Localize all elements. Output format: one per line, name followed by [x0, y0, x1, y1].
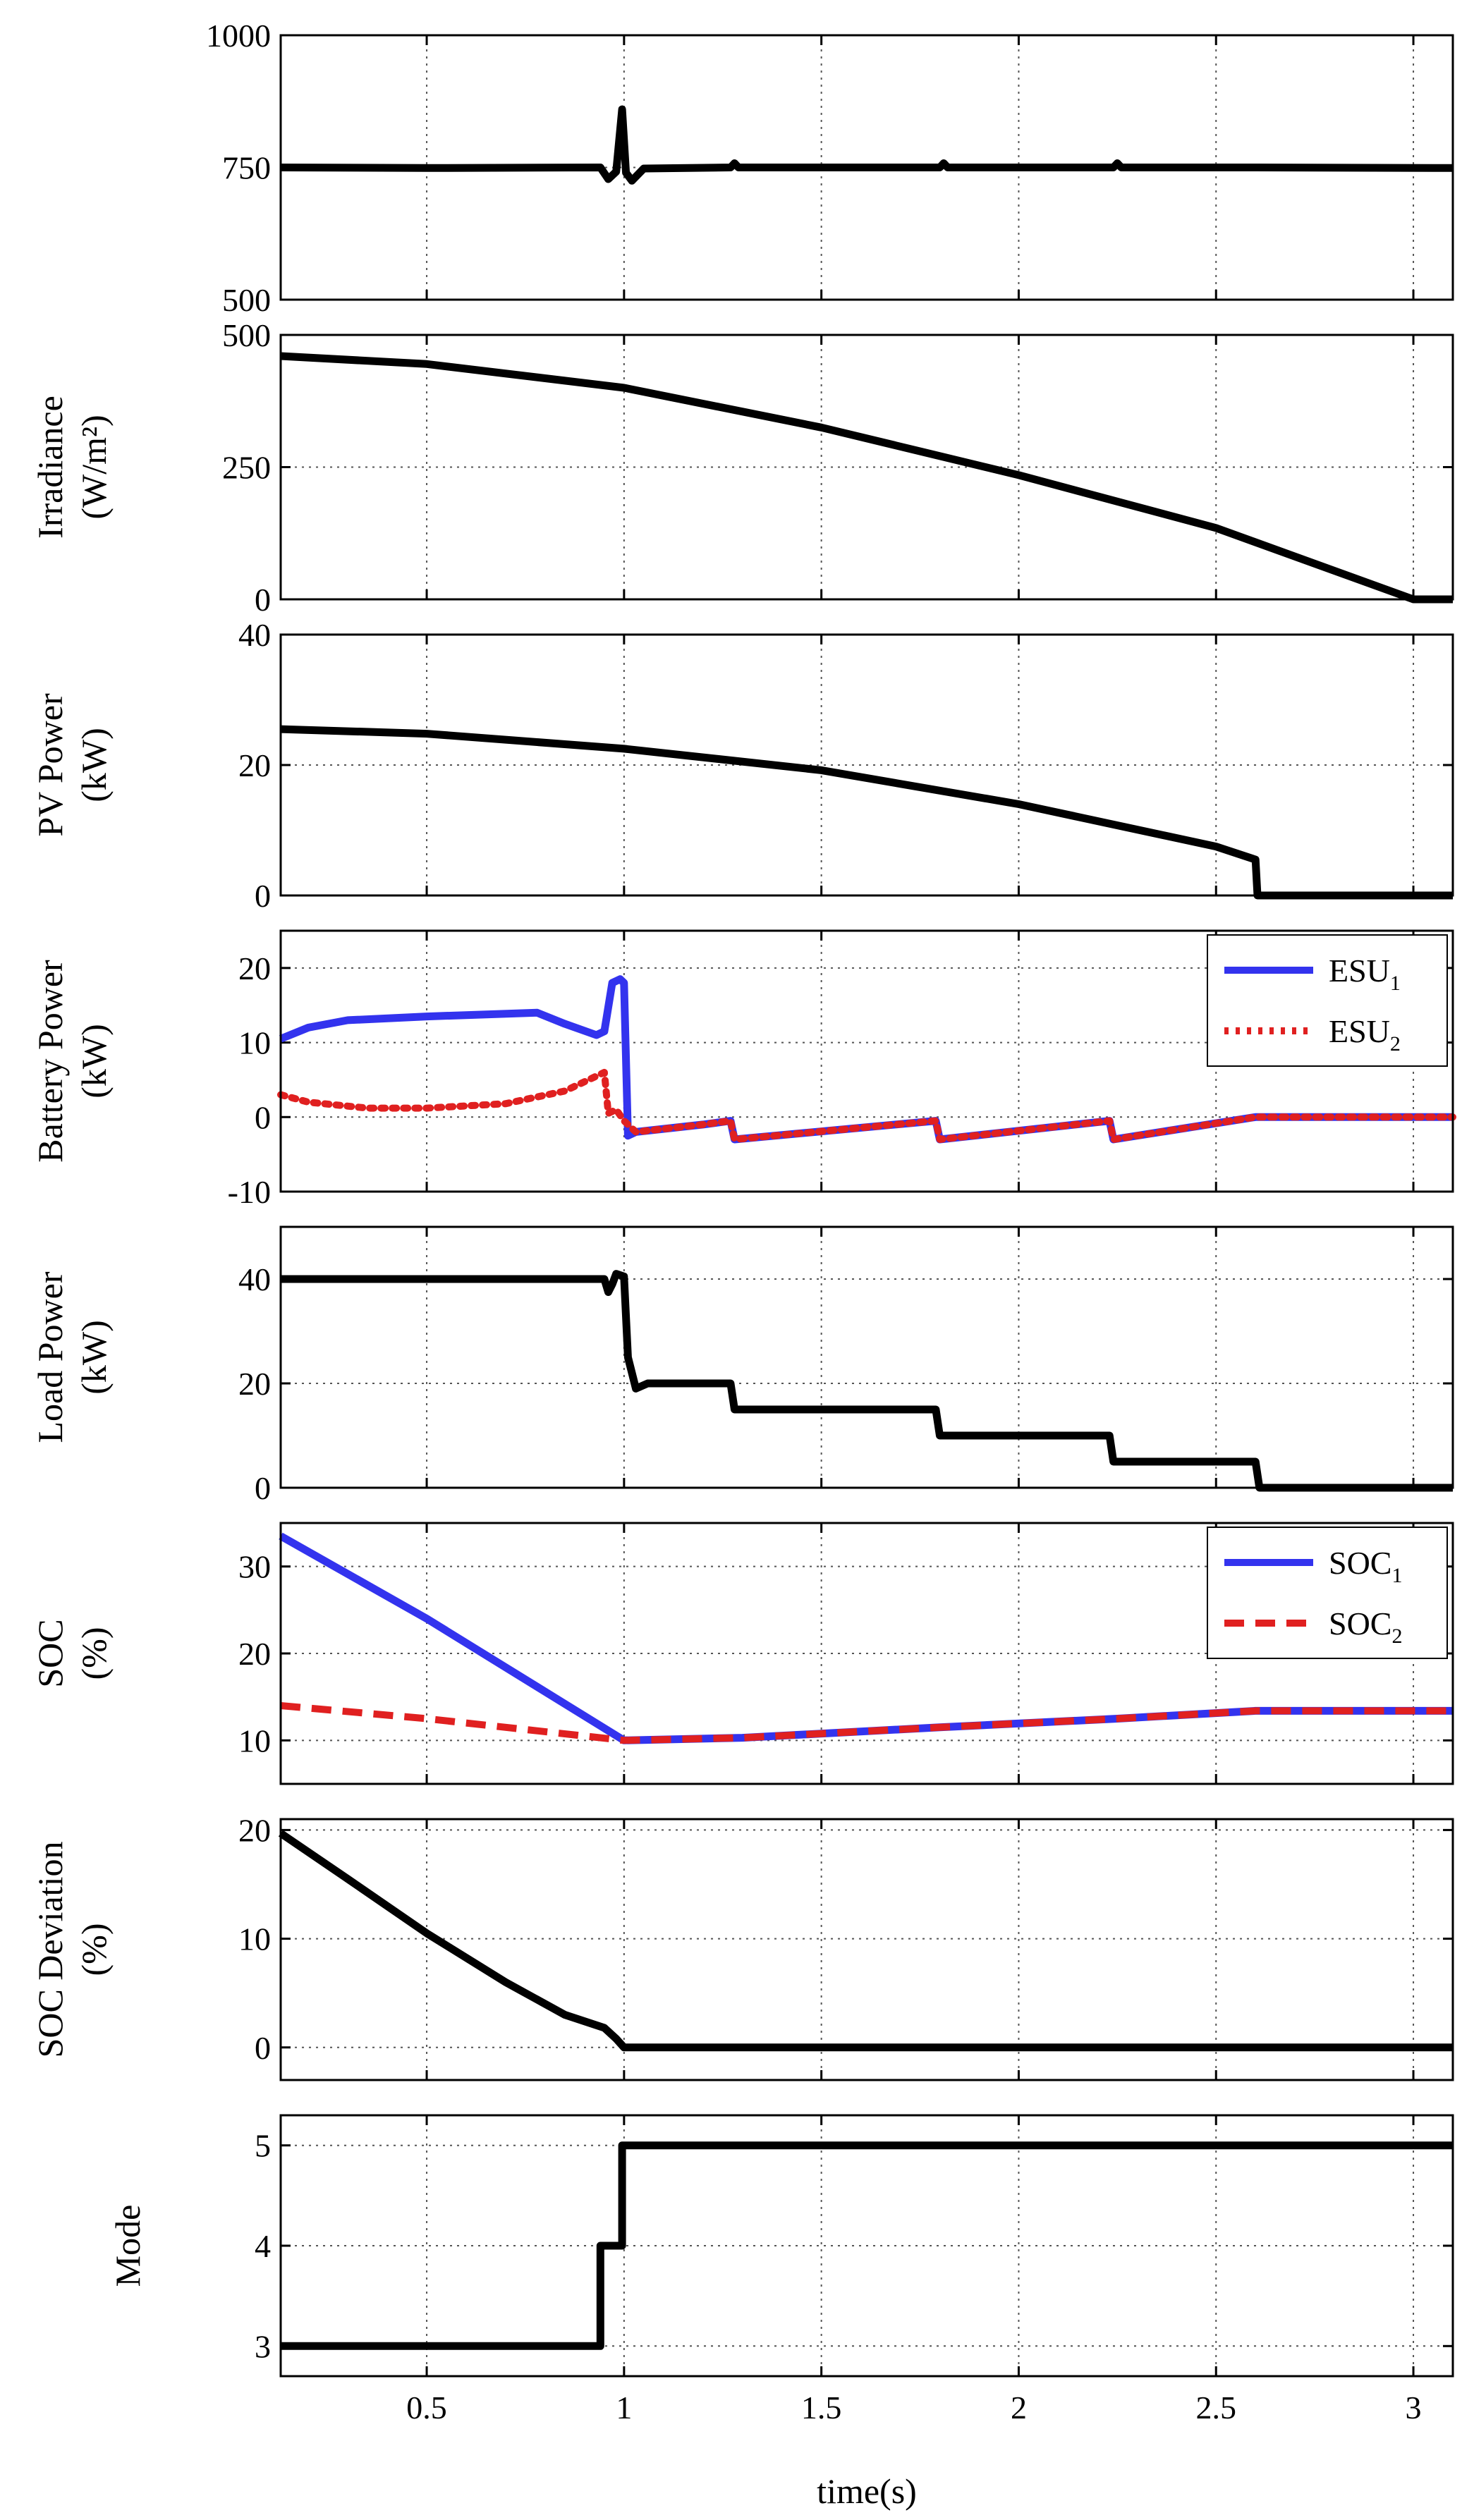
y-axis-label: (%) [74, 1923, 114, 1976]
plot-frame [279, 633, 1454, 897]
plot-frame [279, 1818, 1454, 2081]
legend-subscript: 2 [1390, 1032, 1401, 1056]
legend-subscript: 2 [1391, 1625, 1402, 1648]
y-axis-label: SOC [30, 1619, 70, 1687]
y-axis-label: (kW) [74, 728, 114, 802]
panel-p2: 0 250 500 Irradiance (W/m²) [30, 317, 1454, 618]
legend-label: ESU1 [1329, 953, 1401, 995]
series-line-main [278, 1830, 1453, 2052]
y-tick-label: 10 [238, 1921, 271, 1957]
series-line-main [280, 105, 1454, 185]
plot-frame [279, 1225, 1454, 1489]
x-tick-label: 0.5 [406, 2390, 447, 2426]
y-tick-label: 20 [238, 1812, 271, 1848]
legend-label: SOC2 [1329, 1605, 1402, 1648]
panel-p4: -10 0 10 20 Battery Power (kW) ESU1 ESU2 [30, 929, 1456, 1210]
series-line-main [281, 1270, 1453, 1492]
y-tick-label: 500 [222, 317, 271, 353]
y-axis-label: (kW) [74, 1320, 114, 1395]
legend: SOC1 SOC2 [1207, 1527, 1448, 1659]
y-axis-label: (%) [74, 1627, 114, 1680]
y-tick-label: 20 [238, 747, 271, 783]
panel-p3: 0 20 40 PV Power (kW) [30, 617, 1454, 914]
x-tick-label: 3 [1406, 2390, 1422, 2426]
y-axis-label: (W/m²) [74, 415, 114, 519]
x-axis: 0.5 1 1.5 2 2.5 3 time(s) [406, 2390, 1421, 2511]
panel-p5: 0 20 40 Load Power (kW) [30, 1225, 1454, 1506]
legend-box [1207, 934, 1448, 1067]
y-tick-label: 20 [238, 950, 271, 986]
y-tick-label: 30 [238, 1549, 271, 1585]
y-tick-label: 0 [255, 878, 271, 914]
y-axis-label: SOC Deviation [30, 1842, 70, 2058]
y-tick-label: -10 [228, 1174, 271, 1210]
legend-subscript: 1 [1391, 1564, 1402, 1587]
y-tick-label: 20 [238, 1366, 271, 1402]
legend-label: SOC1 [1329, 1545, 1402, 1587]
y-tick-label: 3 [255, 2328, 271, 2364]
y-tick-label: 0 [255, 582, 271, 618]
series-line-esu2 [277, 1068, 1456, 1143]
x-tick-label: 1 [616, 2390, 632, 2426]
panel-p1: 500 750 1000 [206, 18, 1454, 318]
legend: ESU1 ESU2 [1207, 934, 1448, 1067]
y-tick-label: 250 [222, 450, 271, 486]
y-tick-label: 0 [255, 2030, 271, 2066]
legend-box [1207, 1527, 1448, 1659]
y-axis-label: Load Power [30, 1271, 70, 1443]
legend-subscript: 1 [1390, 972, 1401, 995]
series-line-main [281, 2141, 1453, 2350]
y-tick-label: 0 [255, 1099, 271, 1135]
panel-p7: 0 10 20 SOC Deviation (%) [30, 1812, 1454, 2081]
y-axis-label: Irradiance [30, 396, 70, 539]
y-tick-label: 5 [255, 2128, 271, 2164]
x-tick-label: 1.5 [801, 2390, 842, 2426]
plot-frame [279, 334, 1454, 601]
series-line-soc2 [280, 1702, 1453, 1744]
x-axis-label: time(s) [817, 2471, 917, 2511]
y-tick-label: 500 [222, 282, 271, 318]
legend-label: ESU2 [1329, 1013, 1401, 1056]
x-tick-label: 2 [1011, 2390, 1027, 2426]
y-tick-label: 4 [255, 2228, 271, 2264]
y-tick-label: 10 [238, 1723, 271, 1759]
y-tick-label: 20 [238, 1636, 271, 1672]
y-tick-label: 40 [238, 617, 271, 653]
y-tick-label: 1000 [206, 18, 271, 54]
y-tick-label: 40 [238, 1261, 271, 1297]
series-line-main [280, 352, 1453, 604]
y-axis-label: PV Power [30, 693, 70, 837]
panel-p6: 10 20 30 SOC (%) SOC1 SOC2 [30, 1522, 1454, 1785]
y-tick-label: 0 [255, 1470, 271, 1506]
y-tick-label: 10 [238, 1025, 271, 1061]
series-line-main [280, 725, 1453, 900]
y-axis-label: Battery Power [30, 960, 70, 1163]
panel-p8: 3 4 5 Mode [108, 2114, 1454, 2378]
plot-frame [279, 929, 1454, 1193]
plot-frame [279, 34, 1454, 301]
y-tick-label: 750 [222, 150, 271, 186]
x-tick-label: 2.5 [1195, 2390, 1236, 2426]
plot-frame [279, 1522, 1454, 1785]
plot-frame [279, 2114, 1454, 2378]
y-axis-label: (kW) [74, 1024, 114, 1099]
y-axis-label: Mode [108, 2205, 147, 2287]
